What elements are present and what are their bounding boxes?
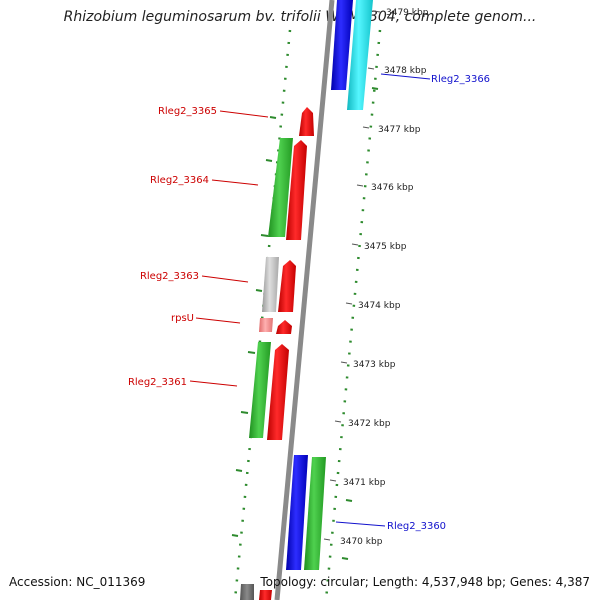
tick-label-3472: 3472 kbp bbox=[348, 419, 391, 429]
gene-label-rleg2-3366[interactable]: Rleg2_3366 bbox=[431, 74, 490, 85]
tick-label-3476: 3476 kbp bbox=[371, 183, 414, 193]
tick-label-3470: 3470 kbp bbox=[340, 537, 383, 547]
scale-tick-marks bbox=[323, 10, 381, 541]
reverse-strand-genes bbox=[286, 0, 373, 570]
gc-track-left bbox=[233, 29, 292, 600]
tick-label-3473: 3473 kbp bbox=[353, 360, 396, 370]
gene-block-green-2[interactable] bbox=[249, 342, 271, 438]
gene-block-green-1[interactable] bbox=[268, 138, 293, 237]
gc-track-long-ticks bbox=[231, 87, 379, 560]
gene-block-cyan-top[interactable] bbox=[347, 0, 373, 110]
gene-label-rleg2-3361[interactable]: Rleg2_3361 bbox=[128, 377, 187, 388]
gene-block-dark-gray-bottom[interactable] bbox=[240, 584, 254, 600]
genome-backbone bbox=[274, 0, 335, 600]
gene-label-rpsU[interactable]: rpsU bbox=[171, 313, 194, 324]
scale-labels: 3479 kbp 3478 kbp 3477 kbp 3476 kbp 3475… bbox=[340, 8, 429, 547]
gene-label-rleg2-3360[interactable]: Rleg2_3360 bbox=[387, 521, 446, 532]
topology-text: Topology: circular; Length: 4,537,948 bp… bbox=[260, 575, 590, 589]
gene-block-blue-top[interactable] bbox=[331, 0, 353, 90]
forward-strand-genes bbox=[240, 107, 314, 600]
gene-block-rleg2-3365[interactable] bbox=[299, 107, 314, 136]
gene-label-rleg2-3365[interactable]: Rleg2_3365 bbox=[158, 106, 217, 117]
gene-block-pink[interactable] bbox=[259, 318, 273, 332]
accession-text: Accession: NC_011369 bbox=[9, 575, 146, 589]
gene-label-rleg2-3363[interactable]: Rleg2_3363 bbox=[140, 271, 199, 282]
tick-label-3471: 3471 kbp bbox=[343, 478, 386, 488]
gene-block-rleg2-3363[interactable] bbox=[278, 260, 296, 312]
gene-block-rleg2-3364[interactable] bbox=[286, 140, 307, 240]
tick-label-3474: 3474 kbp bbox=[358, 301, 401, 311]
tick-label-3475: 3475 kbp bbox=[364, 242, 407, 252]
gene-block-blue-bottom[interactable] bbox=[286, 455, 308, 570]
tick-label-3477: 3477 kbp bbox=[378, 125, 421, 135]
label-leader-lines bbox=[189, 73, 431, 527]
gene-label-rleg2-3364[interactable]: Rleg2_3364 bbox=[150, 175, 209, 186]
gene-block-gray[interactable] bbox=[262, 257, 279, 312]
tick-label-3478: 3478 kbp bbox=[384, 66, 427, 76]
gene-block-rleg2-3361[interactable] bbox=[267, 344, 289, 440]
gc-track-right bbox=[324, 29, 382, 600]
tick-label-3479: 3479 kbp bbox=[386, 8, 429, 18]
gene-labels: Rleg2_3365 Rleg2_3364 Rleg2_3363 rpsU Rl… bbox=[128, 74, 490, 532]
gene-block-red-bottom[interactable] bbox=[259, 590, 272, 600]
map-title: Rhizobium leguminosarum bv. trifolii WSM… bbox=[63, 9, 537, 25]
gene-block-rpsU[interactable] bbox=[276, 320, 292, 334]
gene-block-green-bottom[interactable] bbox=[304, 457, 326, 570]
